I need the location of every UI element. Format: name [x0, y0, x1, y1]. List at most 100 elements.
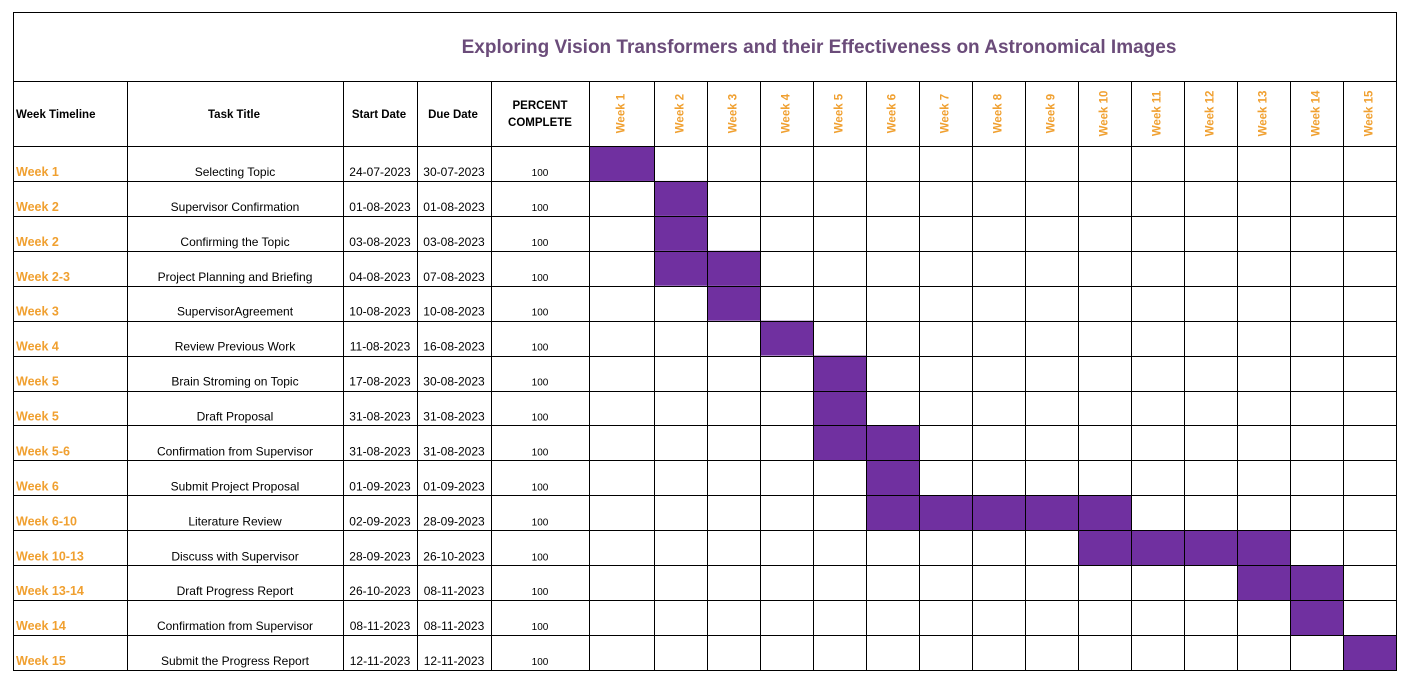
task-title: Submit the Progress Report	[161, 654, 310, 668]
task-row: Week 5-6 Confirmation from Supervisor 31-0…	[16, 444, 549, 458]
task-bar-cell	[654, 215, 707, 251]
table-grid	[13, 12, 1397, 671]
task-percent-complete: 100	[532, 238, 549, 249]
task-due-date: 01-08-2023	[423, 200, 485, 214]
task-start-date: 04-08-2023	[349, 270, 411, 284]
task-title: Supervisor Confirmation	[171, 200, 300, 214]
task-title: SupervisorAgreement	[177, 305, 294, 319]
task-start-date: 17-08-2023	[349, 375, 411, 389]
task-bar-cell	[654, 250, 707, 286]
task-row: Week 5 Draft Proposal 31-08-2023 31-08-2023…	[16, 410, 549, 424]
task-start-date: 26-10-2023	[349, 584, 411, 598]
task-start-date: 02-09-2023	[349, 514, 411, 528]
task-bar-cell	[813, 425, 866, 461]
task-start-date: 01-09-2023	[349, 479, 411, 493]
task-timeline: Week 2	[16, 235, 59, 249]
task-timeline: Week 2-3	[16, 270, 70, 284]
task-title: Review Previous Work	[175, 340, 296, 354]
task-due-date: 01-09-2023	[423, 479, 485, 493]
task-row: Week 4 Review Previous Work 11-08-2023 16-0…	[16, 340, 549, 354]
task-percent-complete: 100	[532, 343, 549, 354]
task-timeline: Week 3	[16, 305, 59, 319]
task-bar-cell	[1343, 635, 1396, 670]
week-header-label: Week 5	[834, 93, 846, 133]
task-timeline: Week 14	[16, 619, 66, 633]
week-header-label: Week 15	[1364, 90, 1376, 136]
task-start-date: 08-11-2023	[350, 619, 411, 633]
task-bar-cell	[1290, 565, 1343, 601]
task-due-date: 30-08-2023	[423, 375, 485, 389]
task-start-date: 24-07-2023	[349, 165, 411, 179]
task-bar-cell	[1290, 600, 1343, 636]
task-timeline: Week 6	[16, 479, 59, 493]
header-due-date: Due Date	[428, 109, 478, 121]
task-title: Draft Progress Report	[177, 584, 294, 598]
task-timeline: Week 10-13	[16, 549, 84, 563]
week-header-label: Week 10	[1099, 91, 1111, 137]
task-row: Week 6-10 Literature Review 02-09-2023 28-0…	[16, 514, 549, 528]
task-due-date: 12-11-2023	[424, 654, 485, 668]
task-due-date: 31-08-2023	[423, 444, 485, 458]
task-percent-complete: 100	[532, 413, 549, 424]
task-bar-cell	[1237, 530, 1290, 566]
task-title: Literature Review	[188, 514, 282, 528]
week-header-label: Week 9	[1046, 94, 1058, 133]
task-percent-complete: 100	[532, 203, 549, 214]
week-header-label: Week 3	[728, 94, 740, 133]
task-due-date: 16-08-2023	[423, 340, 485, 354]
task-due-date: 10-08-2023	[423, 305, 485, 319]
week-header-label: Week 11	[1152, 90, 1164, 136]
task-rows: Week 1 Selecting Topic 24-07-2023 30-07-202…	[16, 165, 549, 668]
task-bar-cell	[866, 460, 919, 496]
task-row: Week 2 Confirming the Topic 03-08-2023 03-0…	[16, 235, 549, 249]
task-percent-complete: 100	[532, 482, 549, 493]
task-due-date: 31-08-2023	[423, 410, 485, 424]
task-title: Confirmation from Supervisor	[157, 619, 313, 633]
task-due-date: 28-09-2023	[423, 514, 485, 528]
task-row: Week 1 Selecting Topic 24-07-2023 30-07-202…	[16, 165, 549, 179]
week-headers: Week 1 Week 2 Week 3 Week 4 Week 5 Week 6 Week…	[616, 90, 1376, 136]
task-row: Week 6 Submit Project Proposal 01-09-2023 0…	[16, 479, 549, 493]
task-bar-cell	[1237, 565, 1290, 601]
week-header-label: Week 1	[616, 93, 628, 133]
task-percent-complete: 100	[532, 308, 549, 319]
week-header-label: Week 8	[993, 93, 1005, 133]
task-start-date: 11-08-2023	[350, 340, 411, 354]
task-timeline: Week 1	[16, 165, 59, 179]
task-row: Week 15 Submit the Progress Report 12-11-2…	[16, 654, 549, 668]
task-bar-cell	[1131, 530, 1184, 566]
task-due-date: 08-11-2023	[424, 619, 485, 633]
task-title: Draft Proposal	[197, 410, 274, 424]
task-row: Week 2-3 Project Planning and Briefing 04-…	[16, 270, 549, 284]
task-start-date: 31-08-2023	[349, 444, 411, 458]
task-title: Brain Stroming on Topic	[171, 375, 298, 389]
task-timeline: Week 4	[16, 340, 59, 354]
task-due-date: 30-07-2023	[423, 165, 485, 179]
task-row: Week 10-13 Discuss with Supervisor 28-09-2…	[16, 549, 549, 563]
task-bars	[589, 146, 1396, 670]
task-row: Week 5 Brain Stroming on Topic 17-08-2023 3…	[16, 375, 549, 389]
week-header-label: Week 4	[781, 93, 793, 133]
task-due-date: 08-11-2023	[424, 584, 485, 598]
task-timeline: Week 5	[16, 375, 59, 389]
header-percent-line2: COMPLETE	[508, 117, 572, 129]
header-start-date: Start Date	[352, 109, 406, 121]
task-bar-cell	[589, 146, 654, 181]
task-bar-cell	[866, 425, 919, 461]
task-bar-cell	[1184, 530, 1237, 566]
chart-title: Exploring Vision Transformers and their …	[462, 37, 1177, 58]
task-percent-complete: 100	[532, 657, 549, 668]
task-start-date: 01-08-2023	[349, 200, 411, 214]
week-header-label: Week 12	[1205, 91, 1217, 137]
task-timeline: Week 6-10	[16, 514, 77, 528]
task-bar-cell	[919, 495, 972, 531]
task-row: Week 3 SupervisorAgreement 10-08-2023 10-08…	[16, 305, 549, 319]
task-start-date: 28-09-2023	[349, 549, 411, 563]
task-bar-cell	[813, 355, 866, 391]
header-task-title: Task Title	[208, 109, 260, 121]
task-title: Confirmation from Supervisor	[157, 444, 313, 458]
task-start-date: 03-08-2023	[349, 235, 411, 249]
task-bar-cell	[1078, 495, 1131, 531]
task-due-date: 26-10-2023	[423, 549, 485, 563]
